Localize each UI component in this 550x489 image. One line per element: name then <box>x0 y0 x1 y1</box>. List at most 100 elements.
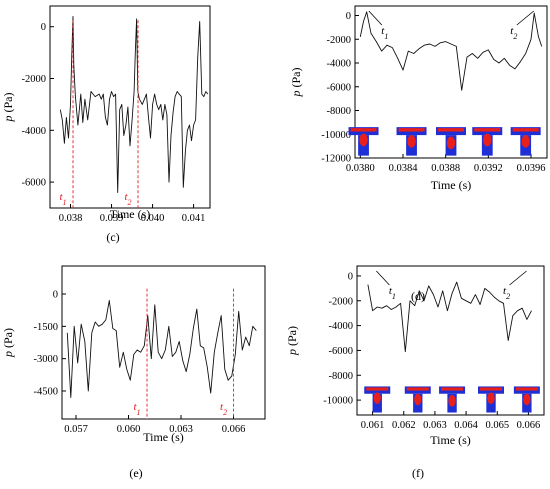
x-tick-label: 0.057 <box>64 424 88 435</box>
flow-snapshot-4 <box>478 386 505 413</box>
y-tick-label: 0 <box>41 22 46 33</box>
y-tick-label: -10000 <box>321 130 351 141</box>
flow-snapshot-1 <box>348 127 379 156</box>
y-axis-label: p (Pa) <box>1 328 15 358</box>
flow-snapshot-3 <box>436 127 466 156</box>
x-tick-label: 0.039 <box>100 213 124 224</box>
snapshot-droplet <box>487 392 495 404</box>
pressure-series-line <box>367 281 532 353</box>
x-axis-label: Time (s) <box>431 178 472 192</box>
plot-frame <box>49 5 211 209</box>
x-axis-label: Time (s) <box>110 207 151 221</box>
time-marker-arrow <box>368 10 383 26</box>
x-tick-label: 0.064 <box>454 420 478 431</box>
snapshot-crossbar-core <box>474 128 501 132</box>
y-tick-label: 0 <box>53 290 58 301</box>
x-tick-label: 0.066 <box>517 420 541 431</box>
x-tick-label: 0.063 <box>169 424 193 435</box>
chart-panel-4: 0 -2000 -4000 -6000 -8000 -10000 0.061 0.062 0.0… <box>285 265 545 480</box>
flow-snapshot-2 <box>396 127 427 156</box>
x-tick-label: 0.038 <box>59 213 83 224</box>
y-tick-label: 0 <box>348 271 353 282</box>
time-marker-label: t1 <box>133 401 140 417</box>
y-tick-label: -4000 <box>22 126 47 137</box>
x-tick-label: 0.0380 <box>346 163 375 174</box>
x-tick-label: 0.062 <box>392 420 416 431</box>
time-marker-label: t2 <box>503 285 510 301</box>
snapshot-droplet <box>359 133 368 147</box>
y-axis-label: p (Pa) <box>289 68 303 98</box>
y-tick-label: -3000 <box>34 354 59 365</box>
snapshot-droplet <box>521 135 530 148</box>
x-tick-label: 0.0392 <box>474 163 503 174</box>
y-tick-label: -2000 <box>329 296 354 307</box>
y-tick-label: -4000 <box>327 59 352 70</box>
snapshot-crossbar-core <box>406 387 429 391</box>
flow-snapshot-2 <box>404 386 431 413</box>
x-tick-label: 0.0388 <box>431 163 460 174</box>
snapshot-droplet <box>448 395 456 407</box>
plot-frame <box>61 265 266 420</box>
y-tick-label: -10000 <box>323 396 353 407</box>
y-tick-label: -4000 <box>329 321 354 332</box>
x-axis-label: Time (s) <box>430 433 471 447</box>
pressure-series-line <box>59 15 209 193</box>
y-tick-label: -6000 <box>327 82 352 93</box>
time-marker-label: t2 <box>124 191 131 207</box>
y-tick-label: -2000 <box>327 35 352 46</box>
flow-snapshot-3 <box>439 386 466 413</box>
x-tick-label: 0.061 <box>361 420 385 431</box>
time-marker-label: t1 <box>59 191 66 207</box>
snapshot-droplet <box>446 136 456 150</box>
flow-snapshot-4 <box>472 127 503 156</box>
y-axis-label: p (Pa) <box>285 326 299 356</box>
snapshot-crossbar-core <box>515 387 538 391</box>
chart-panel-3: 0 -1500 -3000 -4500 0.057 0.060 0.063 0.066 Time… <box>1 265 266 480</box>
time-marker-label: t1 <box>381 25 388 41</box>
chart-panel-1: 0 -2000 -4000 -6000 0.038 0.039 0.040 0.041 Time… <box>1 5 211 244</box>
panel-letter: (c) <box>106 230 119 244</box>
y-tick-label: -2000 <box>22 74 47 85</box>
x-tick-label: 0.040 <box>141 213 165 224</box>
snapshot-droplet <box>407 135 416 148</box>
snapshot-crossbar-core <box>512 128 539 132</box>
snapshot-crossbar-core <box>438 128 464 132</box>
snapshot-droplet <box>483 133 492 147</box>
snapshot-droplet <box>373 392 381 404</box>
time-marker-arrow <box>509 270 527 286</box>
snapshot-crossbar-core <box>398 128 425 132</box>
y-tick-label: -6000 <box>22 178 47 189</box>
panel-letter: (f) <box>412 466 424 480</box>
x-tick-label: 0.0384 <box>389 163 419 174</box>
y-tick-label: -8000 <box>329 371 354 382</box>
y-axis-label: p (Pa) <box>1 93 15 123</box>
snapshot-crossbar-core <box>480 387 503 391</box>
x-tick-label: 0.065 <box>485 420 509 431</box>
y-tick-label: -1500 <box>34 322 59 333</box>
flow-snapshot-5 <box>510 127 541 156</box>
y-tick-label: 0 <box>346 11 351 22</box>
y-tick-label: -4500 <box>34 386 59 397</box>
snapshot-droplet <box>414 393 422 406</box>
x-tick-label: 0.0396 <box>517 163 546 174</box>
x-tick-label: 0.063 <box>423 420 447 431</box>
x-tick-label: 0.041 <box>182 213 206 224</box>
y-tick-label: -12000 <box>321 154 351 165</box>
pressure-series-line <box>359 11 543 91</box>
flow-snapshot-5 <box>513 386 540 413</box>
time-marker-label: t2 <box>510 25 517 41</box>
snapshot-crossbar-core <box>350 128 377 132</box>
y-tick-label: -6000 <box>329 346 354 357</box>
x-axis-label: Time (s) <box>143 430 184 444</box>
time-marker-arrow <box>516 10 535 26</box>
flow-snapshot-1 <box>364 386 391 413</box>
time-marker-arrow <box>376 270 390 286</box>
x-tick-label: 0.060 <box>117 424 141 435</box>
panel-letter: (e) <box>129 466 142 480</box>
time-marker-label: t2 <box>220 401 227 417</box>
plot-frame <box>356 265 545 416</box>
snapshot-crossbar-core <box>441 387 464 391</box>
